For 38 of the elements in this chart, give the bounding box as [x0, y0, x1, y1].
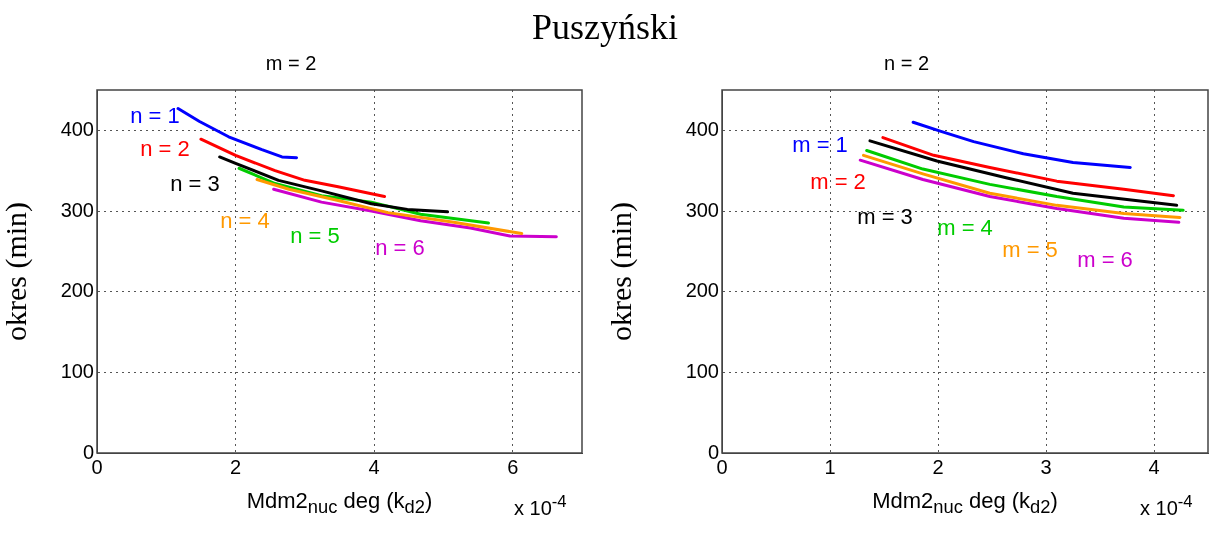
x-tick-label: 2	[932, 455, 944, 478]
y-tick-label: 0	[82, 440, 94, 463]
text: x 10$^{-4}$	[514, 492, 567, 520]
x-axis-title: Mdm2$_{nuc}$ deg (k$_{d2}$)	[246, 488, 433, 519]
series-label: m = 5	[1002, 237, 1058, 263]
x-tick-label: 6	[507, 455, 519, 478]
y-axis-title: okres (min)	[603, 201, 638, 342]
x-tick-label: 1	[824, 455, 836, 478]
series-label: n = 6	[375, 235, 425, 261]
y-tick-label: 100	[60, 359, 94, 382]
series-label: m = 6	[1077, 247, 1133, 273]
y-tick-label: 400	[685, 117, 719, 140]
y-axis-title: okres (min)	[0, 201, 33, 342]
y-tick-label: 0	[707, 440, 719, 463]
series-label: n = 4	[220, 208, 270, 234]
series-label: n = 5	[290, 223, 340, 249]
series-label: m = 2	[810, 169, 866, 195]
y-tick-label: 300	[60, 198, 94, 221]
chart-title: m = 2	[265, 51, 317, 74]
chart-title: n = 2	[883, 51, 930, 74]
y-tick-label: 100	[685, 359, 719, 382]
x-tick-label: 2	[230, 455, 242, 478]
text: m = 3	[857, 204, 913, 230]
text: Puszyński	[531, 6, 679, 48]
x-tick-label: 4	[368, 455, 380, 478]
y-tick-label: 300	[685, 198, 719, 221]
x-tick-label: 3	[1040, 455, 1052, 478]
text: m = 1	[792, 132, 848, 158]
text: x 10$^{-4}$	[1140, 492, 1193, 520]
x-tick-label: 4	[1148, 455, 1160, 478]
y-tick-label: 400	[60, 117, 94, 140]
series-label: n = 1	[130, 103, 180, 129]
series-label: n = 3	[170, 171, 220, 197]
y-tick-label: 200	[685, 279, 719, 302]
series-label: m = 4	[937, 215, 993, 241]
y-tick-label: 200	[60, 279, 94, 302]
series-label: n = 2	[140, 136, 190, 162]
x-axis-title: Mdm2$_{nuc}$ deg (k$_{d2}$)	[872, 488, 1058, 519]
